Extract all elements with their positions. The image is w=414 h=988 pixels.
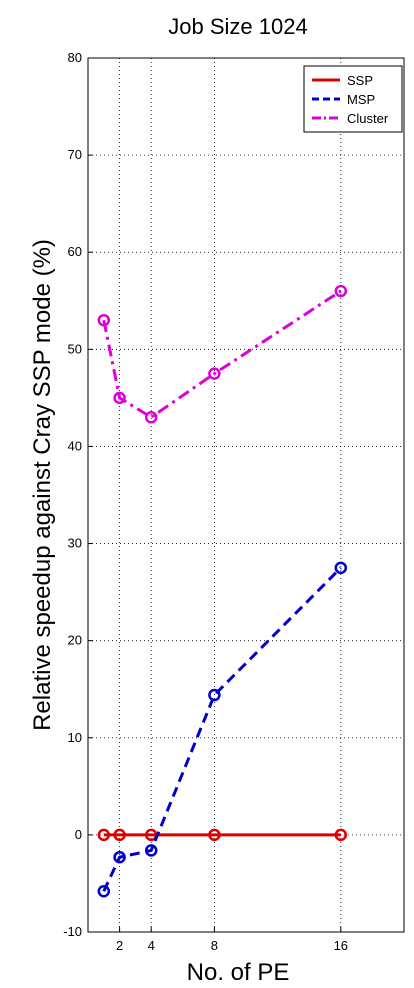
series-line	[102, 566, 342, 892]
x-tick-label: 4	[148, 938, 155, 953]
data-point	[334, 284, 348, 298]
legend-item: Cluster	[312, 111, 389, 126]
series-line	[102, 289, 342, 420]
x-axis-label: No. of PE	[187, 959, 290, 986]
y-tick-label: 70	[68, 147, 82, 162]
series-msp	[97, 561, 348, 898]
legend-label: SSP	[347, 73, 373, 88]
data-point	[144, 411, 158, 424]
data-point	[208, 367, 221, 380]
legend-label: MSP	[347, 92, 375, 107]
data-point	[97, 313, 111, 327]
legend-item: SSP	[312, 73, 373, 88]
y-tick-label: 20	[68, 633, 82, 648]
legend: SSP MSP Cluster	[303, 65, 403, 133]
data-point	[334, 561, 348, 575]
data-point	[113, 828, 126, 842]
series-layer	[97, 284, 348, 898]
data-point	[97, 828, 111, 842]
y-tick-label: 0	[75, 827, 82, 842]
y-tick-label: -10	[63, 924, 82, 939]
y-tick-label: 80	[68, 50, 82, 65]
data-point	[208, 828, 221, 842]
data-point	[334, 828, 348, 842]
x-tick-label: 8	[211, 938, 218, 953]
x-axis: 2 4 8 16	[116, 927, 348, 953]
y-tick-label: 30	[68, 536, 82, 551]
data-point	[113, 850, 126, 864]
data-point	[97, 884, 111, 898]
y-tick-label: 10	[68, 730, 82, 745]
series-cluster	[97, 284, 348, 424]
y-tick-label: 50	[68, 341, 82, 356]
grid-lines	[88, 58, 404, 932]
series-ssp	[97, 828, 348, 842]
data-point	[208, 688, 221, 702]
legend-item: MSP	[312, 92, 375, 107]
plot-frame	[87, 57, 405, 933]
x-tick-label: 2	[116, 938, 123, 953]
y-axis-label: Relative speedup against Cray SSP mode (…	[29, 239, 56, 731]
plot-area: 2 4 8 16 -10 0 10 20 30 40 50 60 70 80	[63, 50, 405, 953]
x-tick-label: 16	[334, 938, 348, 953]
legend-label: Cluster	[347, 111, 389, 126]
chart-title: Job Size 1024	[168, 14, 307, 39]
legend-box	[303, 65, 403, 133]
data-point	[144, 844, 158, 857]
y-axis: -10 0 10 20 30 40 50 60 70 80	[63, 50, 93, 939]
y-tick-label: 40	[68, 438, 82, 453]
y-tick-label: 60	[68, 244, 82, 259]
data-point	[113, 391, 126, 405]
